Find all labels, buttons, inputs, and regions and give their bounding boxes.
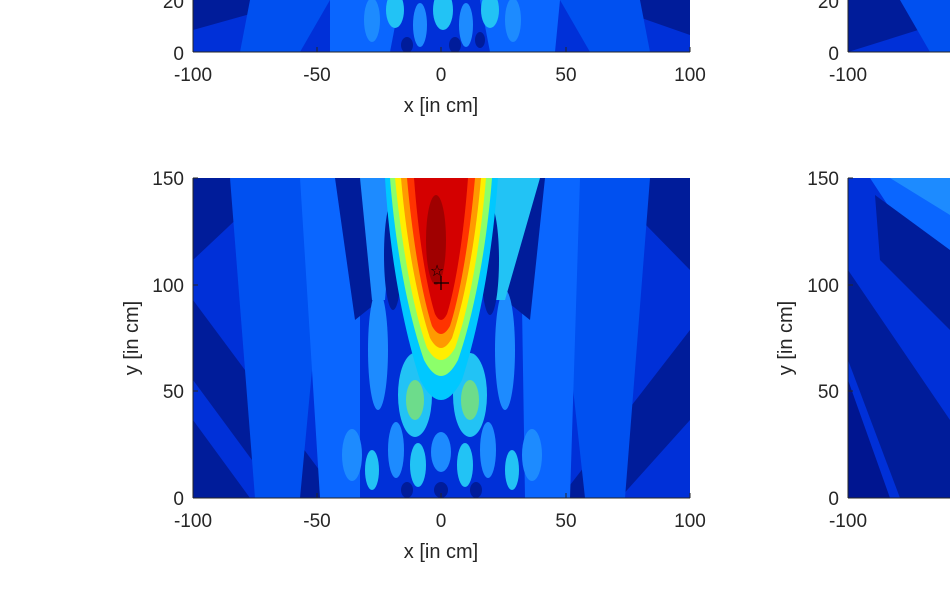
panel-top-left: 20 0 -100 -50 0 50 100 x [in cm] <box>163 0 706 117</box>
y-tick-label: 150 <box>807 169 839 190</box>
y-tick-label: 0 <box>173 44 184 65</box>
y-tick-label: 0 <box>173 489 184 510</box>
y-tick-label: 0 <box>828 489 839 510</box>
x-tick-label: -100 <box>174 65 212 86</box>
y-tick-label: 20 <box>163 0 184 13</box>
x-tick-label: -100 <box>174 511 212 532</box>
heatmap-bottom-left <box>193 178 690 498</box>
panel-top-right: 20 0 -100 <box>818 0 950 86</box>
x-tick-marks <box>192 47 691 52</box>
x-tick-marks <box>192 493 691 498</box>
y-axis-label: y [in cm] <box>121 301 143 375</box>
x-tick-label: -50 <box>303 511 330 532</box>
y-tick-label: 50 <box>818 382 839 403</box>
heatmap-bottom-right <box>848 178 950 498</box>
heatmap-top-left <box>193 0 690 52</box>
y-tick-label: 150 <box>152 169 184 190</box>
y-tick-label: 20 <box>818 0 839 13</box>
y-tick-marks <box>848 177 853 499</box>
x-tick-label: -100 <box>829 65 867 86</box>
x-tick-label: 100 <box>674 511 706 532</box>
panel-bottom-right: 150 100 50 0 -100 y [in cm] <box>775 169 950 532</box>
x-tick-label: 0 <box>436 65 447 86</box>
y-tick-label: 0 <box>828 44 839 65</box>
x-tick-label: 0 <box>436 511 447 532</box>
panel-bottom-left: ☆ 150 100 50 0 -100 -50 0 50 100 x [in <box>121 169 706 563</box>
star-marker: ☆ <box>430 261 444 280</box>
y-tick-label: 50 <box>163 382 184 403</box>
y-tick-label: 100 <box>807 276 839 297</box>
x-axis-label: x [in cm] <box>404 95 478 117</box>
x-tick-label: -100 <box>829 511 867 532</box>
plus-marker <box>434 276 449 290</box>
x-axis-label: x [in cm] <box>404 541 478 563</box>
y-tick-marks <box>193 177 198 499</box>
x-tick-label: 50 <box>555 511 576 532</box>
x-tick-label: 100 <box>674 65 706 86</box>
y-axis-label: y [in cm] <box>775 301 797 375</box>
heatmap-top-right <box>848 0 950 52</box>
x-tick-label: 50 <box>555 65 576 86</box>
y-tick-label: 100 <box>152 276 184 297</box>
x-tick-label: -50 <box>303 65 330 86</box>
